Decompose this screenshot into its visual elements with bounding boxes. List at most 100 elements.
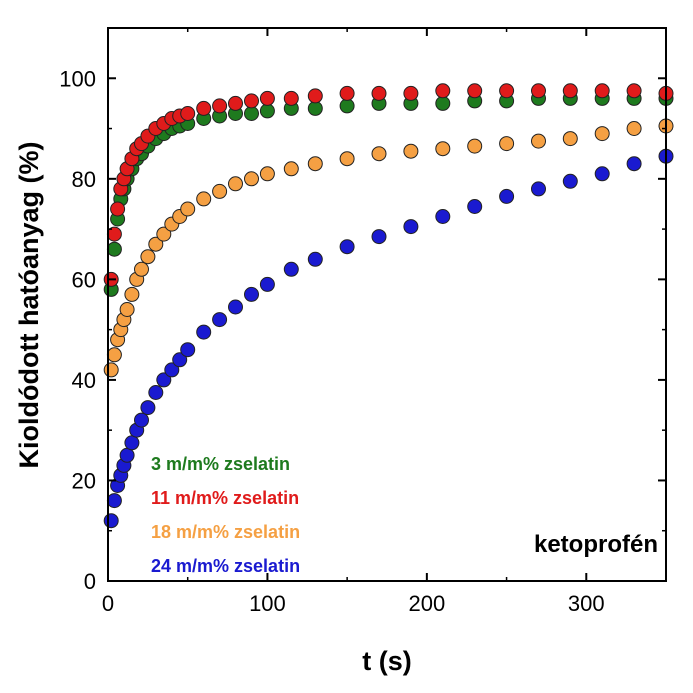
data-point-24 [307,251,323,267]
data-point-18 [403,143,419,159]
data-point-11 [499,83,515,99]
legend-label-24: 24 m/m% zselatin [151,556,300,576]
y-tick-label: 100 [59,66,96,91]
data-point-11 [212,98,228,114]
x-tick-label: 200 [408,591,445,616]
data-point-18 [156,226,172,242]
data-point-24 [119,447,135,463]
data-point-11 [283,90,299,106]
data-point-11 [531,83,546,99]
data-point-18 [531,133,546,149]
x-tick-label: 300 [568,591,605,616]
legend: 3 m/m% zselatin 11 m/m% zselatin 18 m/m%… [151,454,300,576]
data-point-18 [467,138,483,154]
data-point-18 [228,176,243,192]
data-point-24 [212,312,228,328]
legend-label-3: 3 m/m% zselatin [151,454,290,474]
x-tick-label: 100 [249,591,286,616]
data-point-3 [244,106,259,121]
y-tick-label: 0 [84,569,96,594]
data-point-11 [594,83,610,99]
data-point-24 [531,181,546,197]
data-point-11 [371,85,387,101]
data-point-24 [244,286,259,302]
data-point-24 [156,372,172,388]
data-point-18 [124,286,140,302]
data-point-18 [259,166,275,182]
data-point-11 [467,83,483,99]
data-point-3 [106,241,122,257]
data-point-18 [140,249,156,265]
data-point-3 [307,100,323,116]
data-point-18 [626,121,642,136]
data-point-24 [103,513,119,529]
data-point-18 [594,126,610,142]
data-point-18 [148,236,164,252]
drug-annotation: ketoprofén [534,531,658,558]
data-point-24 [106,493,122,509]
data-point-11 [180,106,196,121]
y-axis-title: Kioldódott hatóanyag (%) [14,142,44,469]
data-point-11 [339,85,355,101]
x-axis-title: t (s) [362,646,412,676]
data-point-11 [626,83,642,99]
data-point-24 [148,385,164,400]
data-point-18 [339,151,355,167]
data-point-11 [228,95,243,111]
data-points [103,83,674,529]
plot-frame [107,27,667,582]
data-point-11 [307,88,323,104]
legend-label-18: 18 m/m% zselatin [151,522,300,542]
legend-label-11: 11 m/m% zselatin [151,488,299,508]
data-point-24 [339,239,355,255]
y-tick-label: 40 [72,368,96,393]
data-point-18 [119,302,135,317]
data-point-11 [435,83,451,99]
data-point-18 [244,171,259,187]
data-point-24 [403,219,419,235]
data-point-18 [371,146,387,162]
data-point-3 [435,95,451,111]
data-point-24 [124,435,140,451]
data-point-18 [435,141,451,157]
data-point-24 [499,188,515,204]
data-point-18 [103,362,119,378]
data-point-24 [594,166,610,182]
y-tick-label: 20 [72,468,96,493]
data-point-24 [259,276,275,292]
data-point-24 [371,229,387,245]
data-point-24 [228,299,243,315]
data-point-3 [259,103,275,119]
y-tick-label: 60 [72,267,96,292]
data-point-24 [562,173,578,189]
data-point-24 [172,352,188,368]
data-point-24 [467,199,483,214]
x-tick-label: 0 [102,591,114,616]
data-point-18 [307,156,323,172]
data-point-24 [283,261,299,277]
series-18 [103,118,674,378]
data-point-24 [626,156,642,172]
data-point-11 [259,90,275,106]
series-11 [103,83,674,287]
data-point-24 [134,412,149,428]
data-point-18 [134,261,149,277]
data-point-18 [283,161,299,177]
data-point-24 [140,400,156,416]
data-point-11 [110,201,126,217]
data-point-24 [180,342,196,358]
data-point-3 [339,98,355,114]
data-point-24 [435,209,451,224]
data-point-18 [212,183,228,199]
data-point-18 [562,131,578,147]
data-point-18 [106,347,122,363]
data-point-24 [196,324,212,340]
data-point-18 [180,201,196,217]
data-point-11 [403,85,419,101]
data-point-11 [196,100,212,116]
data-point-11 [244,93,259,109]
data-point-24 [164,362,180,378]
data-point-18 [499,136,515,152]
axis-ticks: 0 100 200 300 0 20 40 60 80 100 [59,28,666,616]
